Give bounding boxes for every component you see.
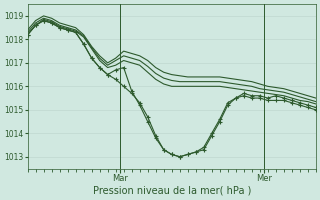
X-axis label: Pression niveau de la mer( hPa ): Pression niveau de la mer( hPa ) [92, 186, 251, 196]
